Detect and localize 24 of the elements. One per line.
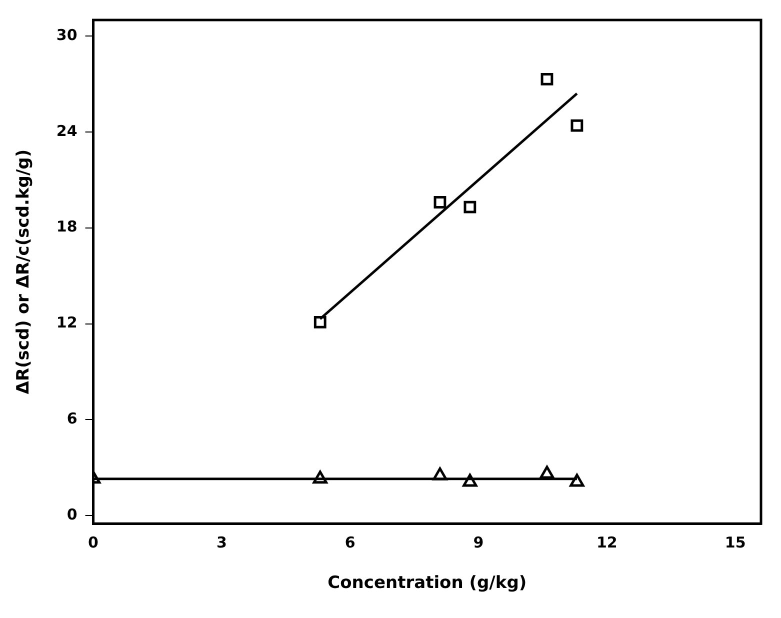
point <box>570 119 584 132</box>
point <box>540 72 554 86</box>
x-tick-label: 6 <box>344 533 356 552</box>
point <box>314 316 326 328</box>
point <box>312 470 328 484</box>
y-tick-label: 24 <box>56 122 78 140</box>
point <box>540 466 554 479</box>
x-axis-title: Concentration (g/kg) <box>328 573 527 594</box>
point <box>434 196 446 208</box>
x-tick-label: 15 <box>724 533 746 552</box>
point <box>464 200 476 214</box>
y-tick-label: 30 <box>56 26 78 44</box>
y-tick-label: 18 <box>56 218 78 236</box>
point <box>432 467 448 480</box>
y-tick-label: 12 <box>56 314 78 332</box>
x-tick-label: 9 <box>473 533 484 552</box>
x-tick-label: 12 <box>596 533 618 552</box>
point <box>462 474 478 487</box>
y-tick-label: 0 <box>66 505 78 524</box>
y-tick-label: 6 <box>66 410 78 428</box>
x-tick-label: 0 <box>88 533 98 552</box>
y-axis-title: ΔR(scd) or ΔR/c(scd.kg/g) <box>14 149 34 394</box>
point <box>570 474 584 487</box>
x-tick-label: 3 <box>216 533 227 552</box>
